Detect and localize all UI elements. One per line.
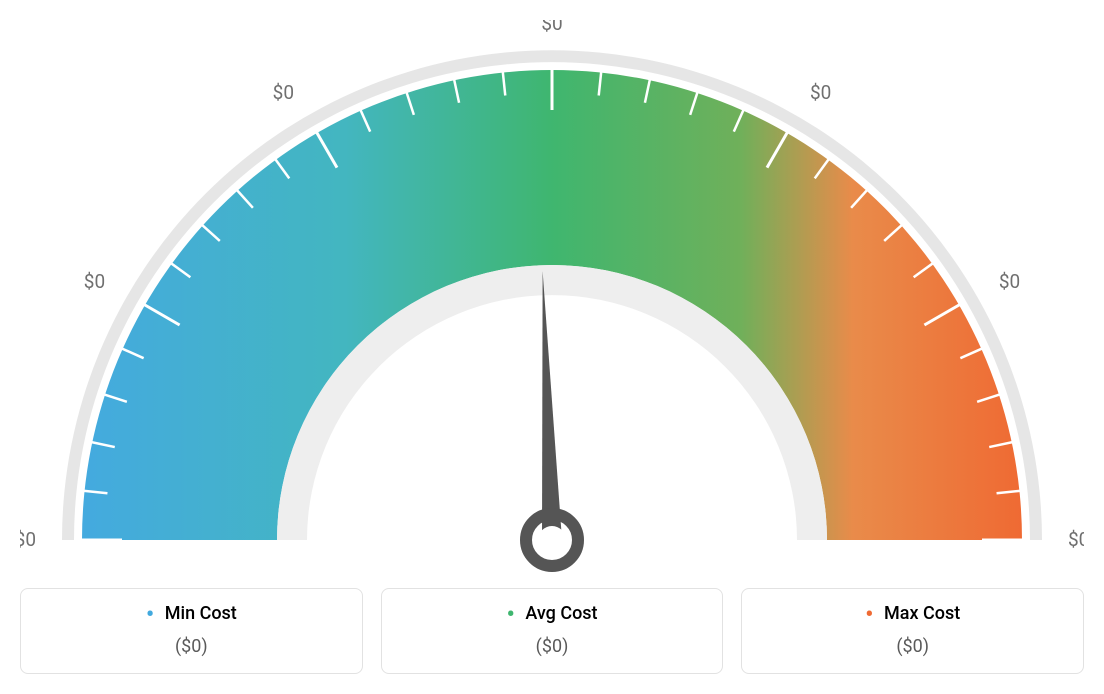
svg-text:$0: $0	[84, 270, 105, 293]
svg-text:$0: $0	[810, 81, 831, 104]
legend-card-avg: • Avg Cost ($0)	[381, 588, 724, 674]
svg-text:$0: $0	[541, 20, 562, 35]
svg-text:$0: $0	[999, 270, 1020, 293]
gauge-svg: $0 $0 $0 $0 $0 $0 $0	[20, 20, 1084, 580]
legend-row: • Min Cost ($0) • Avg Cost ($0) • Max Co…	[20, 588, 1084, 674]
legend-value-max: ($0)	[750, 636, 1075, 657]
svg-text:$0: $0	[20, 528, 36, 551]
svg-text:$0: $0	[1068, 528, 1084, 551]
svg-text:$0: $0	[273, 81, 294, 104]
legend-card-max: • Max Cost ($0)	[741, 588, 1084, 674]
legend-text-avg: Avg Cost	[525, 603, 597, 624]
legend-value-avg: ($0)	[390, 636, 715, 657]
legend-card-min: • Min Cost ($0)	[20, 588, 363, 674]
legend-value-min: ($0)	[29, 636, 354, 657]
cost-gauge-chart: $0 $0 $0 $0 $0 $0 $0	[20, 20, 1084, 580]
legend-text-min: Min Cost	[165, 603, 237, 624]
legend-label-max: • Max Cost	[750, 603, 1075, 624]
legend-text-max: Max Cost	[884, 603, 960, 624]
legend-label-avg: • Avg Cost	[390, 603, 715, 624]
legend-label-min: • Min Cost	[29, 603, 354, 624]
